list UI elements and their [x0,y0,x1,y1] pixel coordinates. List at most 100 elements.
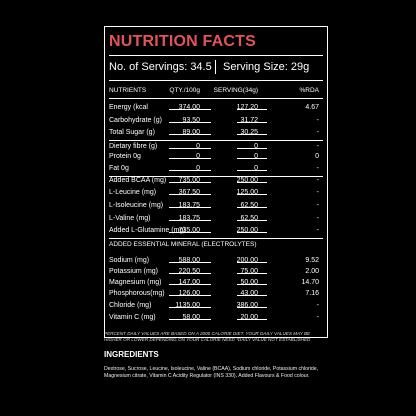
qty-value: 735.00 [178,177,200,184]
rda-value: 0 [315,153,319,160]
leader-line [169,194,211,195]
leader-line [237,295,267,296]
table-row: Magnesium (mg) 147.00 50.00 14.70 [109,277,323,288]
section-divider [109,238,323,239]
rda-value: - [316,129,319,136]
leader-line [237,262,267,263]
serving-value: 75.00 [240,268,258,275]
serving-value: 30.25 [240,129,258,136]
serving-value: 31.72 [240,117,258,124]
serving-value: 125.00 [236,189,258,196]
table-row: Added BCAA (mg) 735.00 250.00 - [109,175,323,186]
leader-line [237,122,267,123]
table-row: Protein 0g 0 0 0 [109,151,323,162]
serving-value: 200.00 [236,257,258,264]
nutrition-facts-panel: NUTRITION FACTS No. of Servings: 34.5 Se… [104,26,328,338]
servings-count: No. of Servings: 34.5 [109,61,212,73]
serving-value: 20.00 [240,314,258,321]
rda-value: - [316,314,319,321]
nutrient-name: Fat 0g [109,165,129,172]
serving-value: 386.00 [236,302,258,309]
leader-line [237,182,267,183]
leader-line [237,134,267,135]
rda-value: 14.70 [301,279,319,286]
serving-value: 250.00 [236,177,258,184]
serving-value: 0 [254,143,258,150]
disclaimer: PERCENT DAILY VALUES ARE BASED ON A 2000… [104,331,311,343]
leader-line [169,232,211,233]
qty-value: 588.00 [178,257,200,264]
serving-value: 0 [254,165,258,172]
qty-value: 1135.00 [175,302,200,309]
nutrient-name: Potassium (mg) [109,268,159,275]
qty-value: 89.00 [182,129,200,136]
leader-line [237,194,267,195]
rda-value: - [316,215,319,222]
leader-line [169,220,211,221]
rda-value: - [316,117,319,124]
table-row: Phosphorous(mg) 126.00 43.00 7.16 [109,288,323,299]
qty-value: 735.00 [178,227,200,234]
table-row: Fat 0g 0 0 - [109,163,323,174]
table-row: Total Sugar (g) 89.00 30.25 - [109,127,323,138]
nutrient-name: Energy (kcal [109,104,148,111]
minerals-section-title: ADDED ESSENTIAL MINERAL (ELECTROLYTES) [109,241,257,248]
header-nutrients: NUTRIENTS [109,87,147,94]
nutrient-name: Chloride (mg) [109,302,152,309]
rda-value: - [316,202,319,209]
table-row: Vitamin C (mg) 58.00 20.00 - [109,312,323,323]
table-row: Energy (kcal 374.00 127.20 4.67 [109,102,323,113]
nutrient-name: Added L-Glutamine (mg) [109,227,186,234]
section-divider [109,140,323,141]
serving-value: 0 [254,153,258,160]
leader-line [237,148,267,149]
table-row: L-Valine (mg) 183.75 62.50 - [109,213,323,224]
servings-separator [215,60,216,74]
qty-value: 0 [196,165,200,172]
rda-value: 4.67 [305,104,319,111]
nutrient-name: Phosphorous(mg) [109,290,165,297]
qty-value: 93.50 [182,117,200,124]
header-serving: SERVING(34g) [213,87,258,94]
leader-line [169,295,211,296]
header-rda: %RDA [299,87,319,94]
table-row: L-Leucine (mg) 367.50 125.00 - [109,187,323,198]
leader-line [237,232,267,233]
leader-line [169,319,211,320]
nutrient-name: L-Leucine (mg) [109,189,157,196]
leader-line [169,262,211,263]
qty-value: 220.50 [178,268,200,275]
rda-value: 7.16 [305,290,319,297]
leader-line [169,158,211,159]
qty-value: 183.75 [178,215,200,222]
leader-line [237,158,267,159]
rda-value: - [316,227,319,234]
qty-value: 0 [196,153,200,160]
rda-value: - [316,143,319,150]
qty-value: 0 [196,143,200,150]
nutrient-name: Added BCAA (mg) [109,177,167,184]
leader-line [169,284,211,285]
leader-line [237,284,267,285]
rda-value: - [316,189,319,196]
rda-value: - [316,302,319,309]
serving-value: 43.00 [240,290,258,297]
table-row: Dietary fibre (g) 0 0 - [109,141,323,152]
nutrient-name: Dietary fibre (g) [109,143,158,150]
ingredients-title: INGREDIENTS [104,350,159,359]
title-divider [109,55,323,56]
section-divider [109,176,323,177]
nutrient-name: Total Sugar (g) [109,129,155,136]
leader-line [169,307,211,308]
rda-value: 9.52 [305,257,319,264]
serving-value: 250.00 [236,227,258,234]
table-row: Chloride (mg) 1135.00 386.00 - [109,300,323,311]
leader-line [169,134,211,135]
qty-value: 126.00 [178,290,200,297]
qty-value: 58.00 [182,314,200,321]
ingredients-text: Dextrose, Sucrose, Leucine, Isoleucine, … [104,366,319,380]
table-row: Carbohydrate (g) 93.50 31.72 - [109,115,323,126]
leader-line [169,148,211,149]
qty-value: 147.00 [178,279,200,286]
servings-divider [109,80,323,81]
